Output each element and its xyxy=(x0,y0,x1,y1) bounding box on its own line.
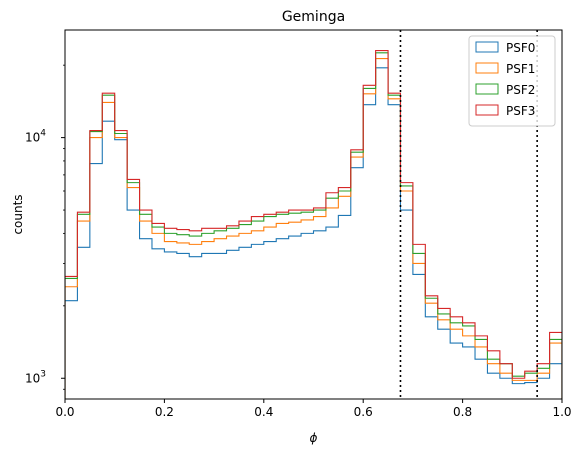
y-tick-label: 104 xyxy=(25,129,46,145)
legend-label-psf1: PSF1 xyxy=(506,62,535,76)
x-axis: 0.0 0.2 0.4 0.6 0.8 1.0 xyxy=(55,399,572,419)
legend-swatch-psf1 xyxy=(475,62,499,74)
legend: PSF0 PSF1 PSF2 PSF3 xyxy=(468,35,556,127)
legend-swatch-psf3 xyxy=(475,104,499,116)
histogram-series-psf1 xyxy=(65,58,562,399)
legend-swatch-psf2 xyxy=(475,83,499,95)
x-tick-label: 0.2 xyxy=(155,405,174,419)
legend-label-psf3: PSF3 xyxy=(506,104,535,118)
plot-frame xyxy=(64,29,563,400)
series-layer xyxy=(65,50,562,399)
legend-label-psf2: PSF2 xyxy=(506,83,535,97)
legend-frame xyxy=(468,35,556,127)
y-axis-label: counts xyxy=(11,194,25,234)
x-tick-label: 0.8 xyxy=(453,405,472,419)
histogram-series-psf0 xyxy=(65,67,562,399)
legend-label-psf0: PSF0 xyxy=(506,41,535,55)
y-axis: 103 104 xyxy=(25,64,65,390)
legend-swatch-psf0 xyxy=(475,41,499,53)
x-tick-label: 0.0 xyxy=(55,405,74,419)
histogram-series-psf2 xyxy=(65,52,562,399)
x-tick-label: 1.0 xyxy=(552,405,571,419)
y-tick-label: 103 xyxy=(25,369,46,385)
histogram-series-psf3 xyxy=(65,50,562,399)
x-tick-label: 0.6 xyxy=(354,405,373,419)
x-tick-label: 0.4 xyxy=(254,405,273,419)
x-axis-label: ϕ xyxy=(310,431,318,445)
chart-title: Geminga xyxy=(282,9,345,25)
